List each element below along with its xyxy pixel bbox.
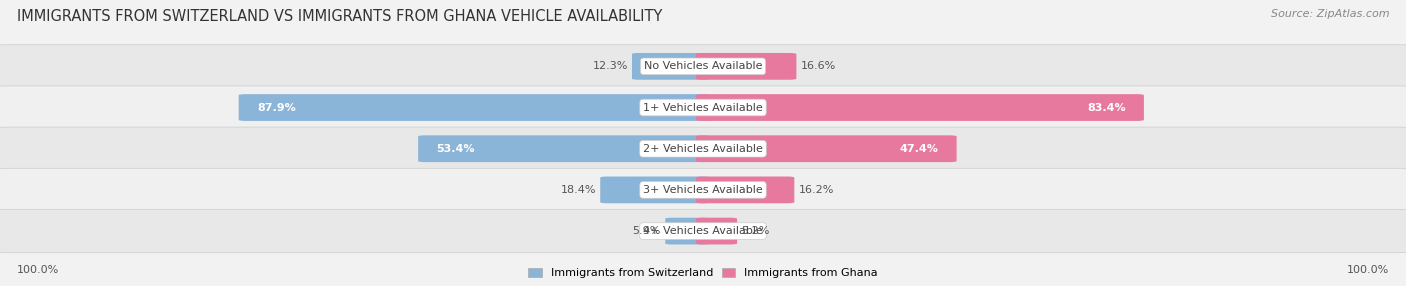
Text: 5.2%: 5.2%	[741, 226, 769, 236]
Text: 4+ Vehicles Available: 4+ Vehicles Available	[643, 226, 763, 236]
FancyBboxPatch shape	[665, 218, 710, 245]
FancyBboxPatch shape	[696, 176, 794, 203]
FancyBboxPatch shape	[0, 45, 1406, 88]
FancyBboxPatch shape	[0, 127, 1406, 170]
FancyBboxPatch shape	[0, 86, 1406, 129]
Text: IMMIGRANTS FROM SWITZERLAND VS IMMIGRANTS FROM GHANA VEHICLE AVAILABILITY: IMMIGRANTS FROM SWITZERLAND VS IMMIGRANT…	[17, 9, 662, 23]
Text: 16.6%: 16.6%	[800, 61, 835, 71]
Text: 47.4%: 47.4%	[900, 144, 938, 154]
Legend: Immigrants from Switzerland, Immigrants from Ghana: Immigrants from Switzerland, Immigrants …	[526, 266, 880, 281]
Text: 87.9%: 87.9%	[257, 103, 295, 112]
Text: 53.4%: 53.4%	[436, 144, 475, 154]
Text: 12.3%: 12.3%	[592, 61, 627, 71]
FancyBboxPatch shape	[631, 53, 710, 80]
Text: 2+ Vehicles Available: 2+ Vehicles Available	[643, 144, 763, 154]
FancyBboxPatch shape	[696, 135, 956, 162]
FancyBboxPatch shape	[239, 94, 710, 121]
FancyBboxPatch shape	[696, 53, 796, 80]
FancyBboxPatch shape	[600, 176, 710, 203]
FancyBboxPatch shape	[0, 209, 1406, 253]
Text: 3+ Vehicles Available: 3+ Vehicles Available	[643, 185, 763, 195]
Text: No Vehicles Available: No Vehicles Available	[644, 61, 762, 71]
Text: 18.4%: 18.4%	[561, 185, 596, 195]
Text: 83.4%: 83.4%	[1087, 103, 1126, 112]
Text: Source: ZipAtlas.com: Source: ZipAtlas.com	[1271, 9, 1389, 19]
Text: 100.0%: 100.0%	[1347, 265, 1389, 275]
Text: 5.9%: 5.9%	[633, 226, 661, 236]
Text: 1+ Vehicles Available: 1+ Vehicles Available	[643, 103, 763, 112]
FancyBboxPatch shape	[696, 94, 1144, 121]
FancyBboxPatch shape	[418, 135, 710, 162]
FancyBboxPatch shape	[0, 168, 1406, 212]
FancyBboxPatch shape	[696, 218, 737, 245]
Text: 16.2%: 16.2%	[799, 185, 834, 195]
Text: 100.0%: 100.0%	[17, 265, 59, 275]
